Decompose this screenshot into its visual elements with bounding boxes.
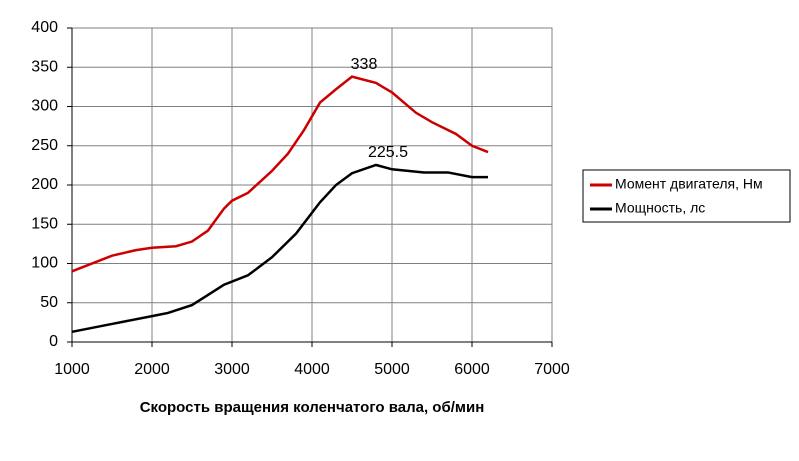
legend-box [582,169,791,223]
y-tick-label: 200 [31,176,58,193]
x-tick-label: 6000 [454,361,490,378]
x-tick-label: 4000 [294,361,330,378]
annotation: 338 [351,56,378,73]
y-tick-label: 0 [49,333,58,350]
y-tick-label: 250 [31,137,58,154]
y-tick-label: 100 [31,255,58,272]
y-tick-label: 350 [31,58,58,75]
y-tick-label: 300 [31,98,58,115]
series-line [71,75,489,273]
legend-label: Момент двигателя, Нм [615,176,763,192]
y-tick-label: 150 [31,215,58,232]
annotation: 225.5 [368,144,408,161]
x-tick-label: 7000 [534,361,570,378]
legend-label: Мощность, лс [615,200,705,216]
series-line [71,163,488,334]
x-axis-title: Скорость вращения коленчатого вала, об/м… [140,399,485,416]
x-tick-label: 3000 [214,361,250,378]
y-tick-label: 400 [31,19,58,36]
x-tick-label: 5000 [374,361,410,378]
y-tick-label: 50 [40,294,58,311]
x-tick-label: 2000 [134,361,170,378]
x-tick-label: 1000 [54,361,90,378]
